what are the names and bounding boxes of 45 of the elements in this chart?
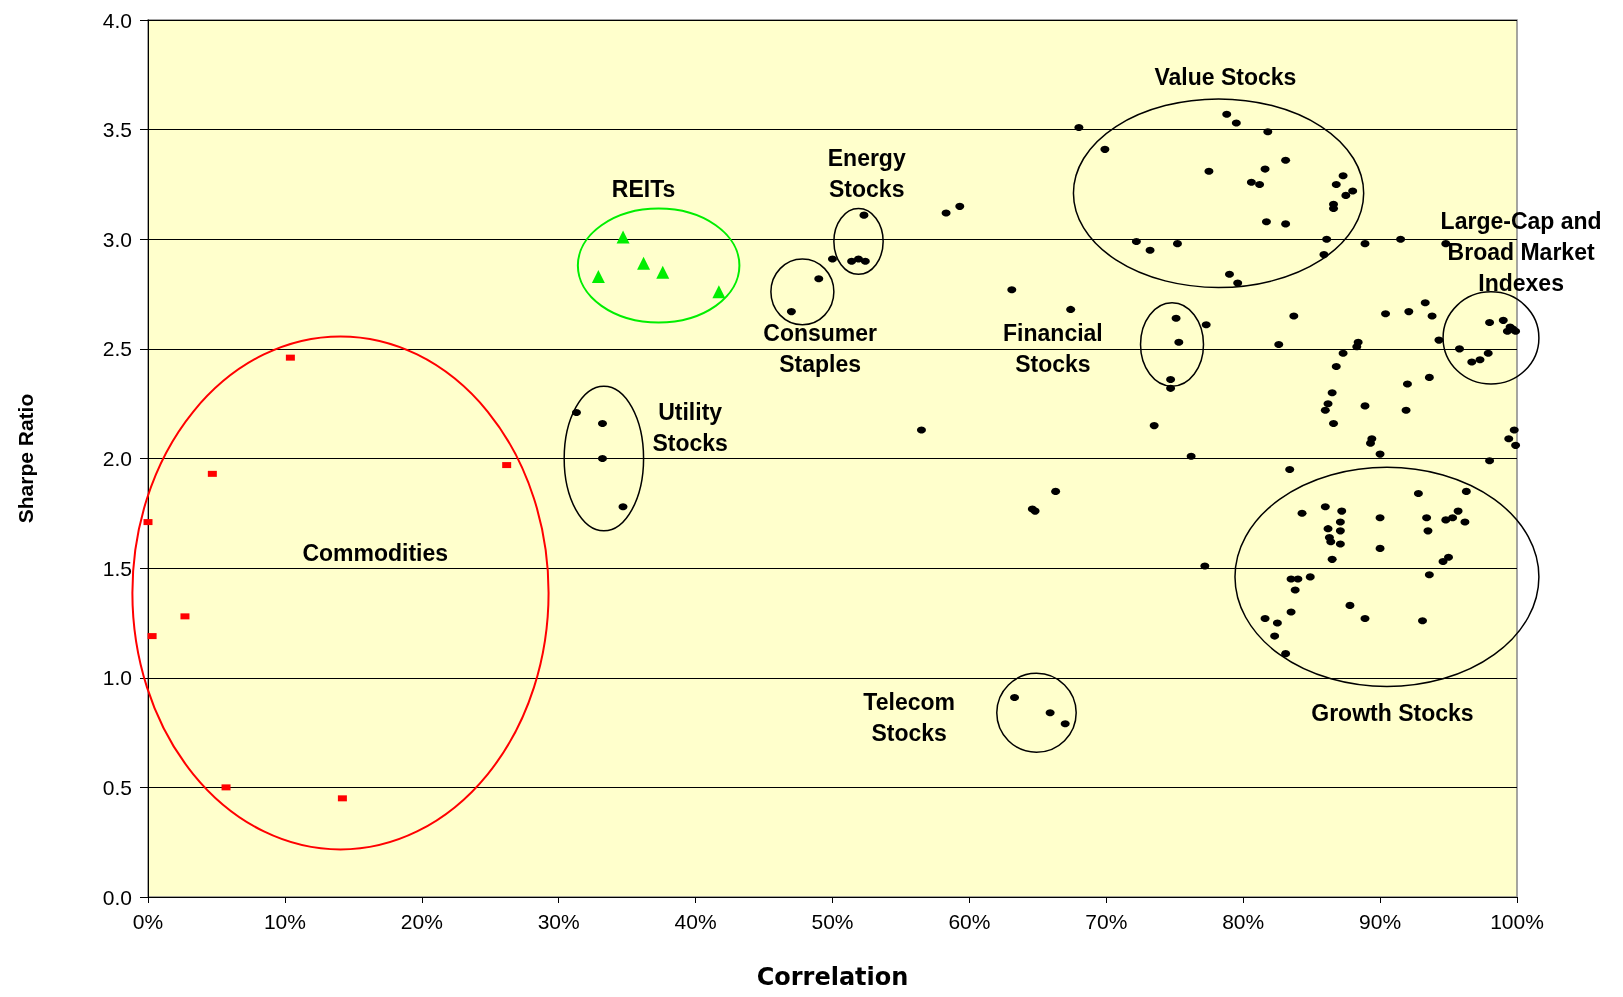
point xyxy=(591,270,605,284)
x-tick-label: 90% xyxy=(1359,910,1402,933)
y-tick-label: 1.5 xyxy=(102,556,132,580)
annotation: Utility Stocks xyxy=(652,399,728,457)
x-tick-label: 50% xyxy=(811,910,854,933)
y-tick-label: 0.0 xyxy=(102,885,132,909)
annotation: Financial Stocks xyxy=(1003,320,1103,378)
y-tick-label: 1.0 xyxy=(102,666,132,690)
annotation: Value Stocks xyxy=(1154,64,1297,90)
annotation: Telecom Stocks xyxy=(863,688,955,746)
point xyxy=(147,633,157,640)
annotation: Large-Cap and Broad Market Indexes xyxy=(1440,208,1602,297)
y-tick-label: 3.5 xyxy=(102,118,132,142)
x-tick-label: 20% xyxy=(400,910,443,933)
x-tick-label: 40% xyxy=(674,910,717,933)
point xyxy=(656,265,670,279)
point xyxy=(502,462,512,469)
y-tick-label: 2.5 xyxy=(102,337,132,361)
point xyxy=(143,519,153,526)
annotation: Consumer Staples xyxy=(763,320,878,378)
x-tick-label: 70% xyxy=(1085,910,1128,933)
point xyxy=(180,613,190,620)
point xyxy=(221,784,231,791)
x-tick-label: 60% xyxy=(948,910,991,933)
x-tick-label: 30% xyxy=(537,910,580,933)
point xyxy=(712,285,726,299)
y-tick-label: 3.0 xyxy=(102,227,132,251)
y-tick-label: 2.0 xyxy=(102,447,132,470)
x-tick-label: 0% xyxy=(132,910,164,933)
x-tick-label: 10% xyxy=(263,910,306,933)
point xyxy=(337,795,347,802)
y-tick-label: 0.5 xyxy=(102,775,132,799)
y-tick-label: 4.0 xyxy=(102,8,132,32)
y-axis-title: Sharpe Ratio xyxy=(14,393,37,524)
x-tick-label: 100% xyxy=(1490,910,1544,933)
annotation: Growth Stocks xyxy=(1311,699,1474,726)
point xyxy=(616,230,630,244)
point xyxy=(637,256,651,270)
annotation: Energy Stocks xyxy=(827,144,906,202)
x-axis-title: Correlation xyxy=(756,963,909,991)
point xyxy=(285,354,295,361)
annotation: Commodities xyxy=(302,539,449,566)
point xyxy=(207,470,217,477)
annotation: REITs xyxy=(611,175,676,202)
x-tick-label: 80% xyxy=(1222,910,1265,933)
